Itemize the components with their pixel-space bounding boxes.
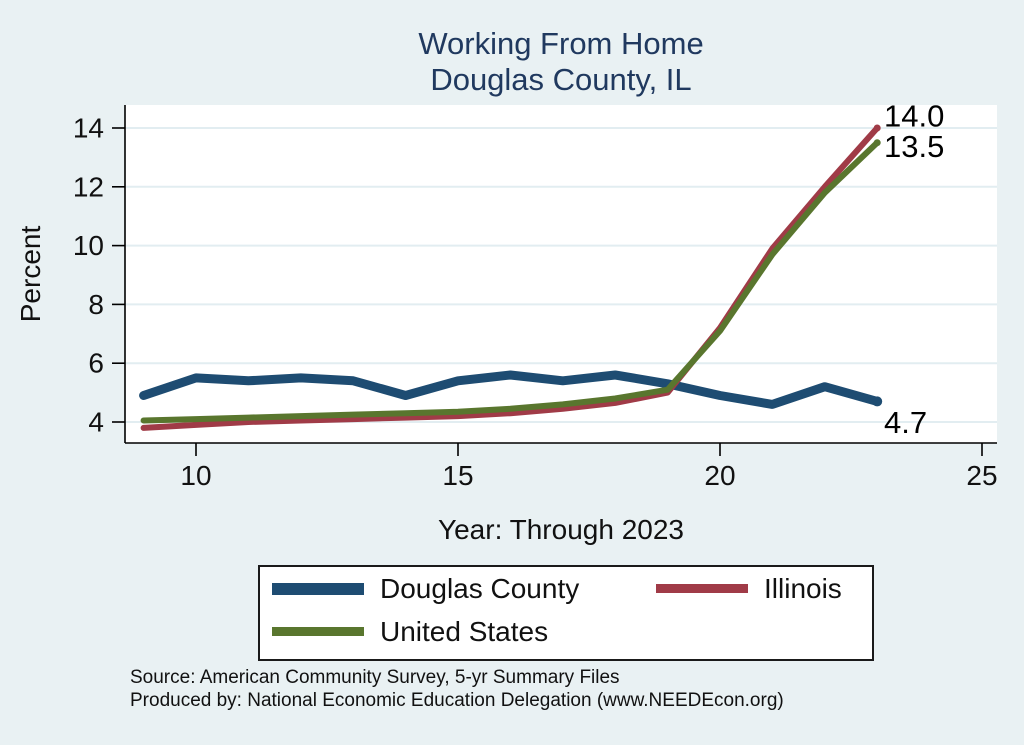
chart-title: Working From Home Douglas County, IL bbox=[125, 26, 997, 98]
legend-item-douglas-county: Douglas County bbox=[272, 573, 656, 605]
produced-by-line: Produced by: National Economic Education… bbox=[130, 690, 784, 711]
series-line-united-states bbox=[140, 139, 881, 424]
end-value-label-illinois: 14.0 bbox=[884, 99, 944, 134]
legend-swatch-douglas-county bbox=[272, 582, 364, 595]
source-notes: Source: American Community Survey, 5-yr … bbox=[130, 666, 990, 712]
x-axis-label: Year: Through 2023 bbox=[438, 514, 684, 545]
legend-swatch-illinois bbox=[656, 584, 748, 593]
y-tick-label: 8 bbox=[88, 289, 104, 320]
y-tick-label: 14 bbox=[73, 113, 104, 144]
plot-area bbox=[125, 105, 997, 443]
source-line: Source: American Community Survey, 5-yr … bbox=[130, 667, 620, 688]
y-axis-label: Percent bbox=[15, 226, 46, 323]
x-tick-label: 10 bbox=[180, 460, 211, 491]
series-end-marker bbox=[872, 396, 883, 407]
y-tick-label: 4 bbox=[88, 407, 104, 438]
legend-label-illinois: Illinois bbox=[764, 572, 842, 604]
x-tick-label: 20 bbox=[704, 460, 735, 491]
y-tick-label: 10 bbox=[73, 230, 104, 261]
chart-title-line1: Working From Home bbox=[418, 26, 704, 61]
y-tick-label: 12 bbox=[73, 171, 104, 202]
series-line-douglas-county bbox=[139, 370, 882, 409]
legend-label-united-states: United States bbox=[380, 615, 549, 647]
chart-legend: Douglas County Illinois United States bbox=[258, 565, 874, 661]
legend-row-1: Douglas County Illinois bbox=[260, 567, 872, 610]
chart-title-line2: Douglas County, IL bbox=[430, 62, 692, 97]
line-chart-plot: 4 6 8 10 12 14 10 15 20 25 Percent 4.7 14.013.5 bbox=[15, 99, 998, 492]
end-value-label-douglas-county: 4.7 bbox=[884, 405, 927, 440]
x-tick-label: 15 bbox=[442, 460, 473, 491]
series-end-marker bbox=[873, 124, 881, 132]
series-end-marker bbox=[873, 139, 881, 147]
x-tick-label: 25 bbox=[966, 460, 997, 491]
legend-row-2: United States bbox=[260, 610, 872, 653]
y-tick-label: 6 bbox=[88, 348, 104, 379]
legend-label-douglas-county: Douglas County bbox=[380, 572, 580, 604]
end-value-label-united-states: 13.5 bbox=[884, 129, 944, 164]
legend-swatch-united-states bbox=[272, 627, 364, 636]
legend-item-illinois: Illinois bbox=[656, 573, 842, 605]
legend-item-united-states: United States bbox=[272, 616, 656, 648]
